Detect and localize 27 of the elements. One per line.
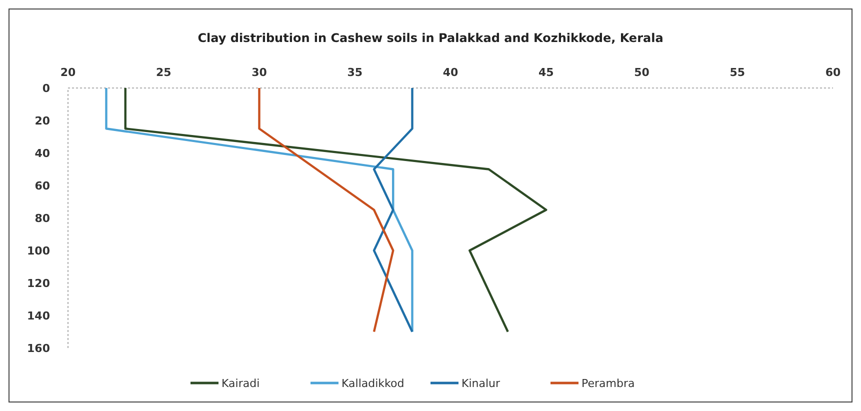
y-tick-label: 160 — [27, 342, 50, 355]
x-tick-label: 50 — [634, 66, 650, 79]
x-tick-label: 40 — [442, 66, 458, 79]
x-tick-label: 20 — [60, 66, 76, 79]
legend-label: Kalladikkod — [342, 377, 404, 390]
chart-title: Clay distribution in Cashew soils in Palakkad and Kozhikkode, Kerala — [198, 31, 664, 45]
x-tick-label: 45 — [538, 66, 554, 79]
x-tick-label: 55 — [730, 66, 746, 79]
x-tick-label: 30 — [252, 66, 268, 79]
y-tick-label: 20 — [34, 114, 50, 128]
line-series — [372, 86, 414, 333]
line-series — [258, 86, 394, 333]
y-tick-label: 60 — [34, 180, 50, 192]
y-tick-label: 100 — [27, 244, 50, 258]
x-tick-label: 25 — [156, 66, 172, 79]
y-tick-label: 80 — [34, 212, 50, 225]
line-series — [124, 86, 548, 333]
line-series — [105, 86, 414, 333]
legend-label: Kairadi — [222, 377, 260, 390]
x-tick-label: 35 — [347, 66, 363, 79]
x-tick-label: 60 — [825, 66, 841, 79]
legend-label: Kinalur — [462, 377, 501, 390]
legend-label: Perambra — [582, 377, 635, 390]
y-tick-label: 0 — [42, 82, 50, 95]
y-tick-label: 40 — [34, 147, 50, 160]
y-tick-label: 140 — [27, 310, 50, 322]
y-tick-label: 120 — [27, 277, 50, 290]
